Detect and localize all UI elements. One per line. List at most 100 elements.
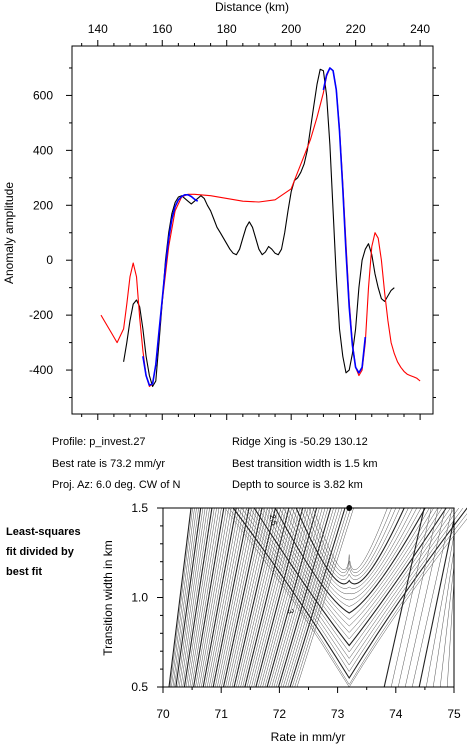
contour-line (219, 507, 258, 688)
top-y-tick-label: 200 (33, 198, 53, 212)
top-y-ticks: -400 -200 0 200 400 600 (29, 67, 439, 399)
depth-to-source-label: Depth to source is 3.82 km (232, 479, 363, 491)
model-series-line (100, 67, 421, 388)
contour-value-label: 2.5 (268, 514, 279, 527)
contour-line (199, 507, 232, 688)
contour-line (425, 534, 455, 688)
bottom-y-tick-label: 0.5 (131, 680, 148, 694)
contour-line (397, 507, 439, 688)
contour-line (171, 507, 195, 688)
contour-line (300, 507, 401, 580)
contour-line (308, 507, 392, 573)
contour-value-label: 3 (286, 608, 296, 614)
top-y-tick-label: -400 (29, 363, 53, 377)
contour-line (275, 507, 329, 688)
contour-line (228, 507, 467, 685)
top-y-tick-label: 600 (33, 88, 53, 102)
contour-line (168, 507, 192, 688)
contour-line (418, 519, 455, 688)
ridge-crossing-label: Ridge Xing is -50.29 130.12 (232, 436, 368, 448)
contour-line (236, 507, 279, 688)
top-y-tick-label: -200 (29, 308, 53, 322)
contour-line (187, 507, 217, 688)
projection-azimuth-label: Proj. Az: 6.0 deg. CW of N (52, 479, 181, 491)
contour-line (201, 507, 234, 688)
best-fit-point (346, 505, 353, 511)
top-y-tick-label: 400 (33, 143, 53, 157)
contour-line (240, 507, 284, 688)
contour-line (212, 507, 250, 688)
contour-line (296, 507, 354, 688)
contour-line (292, 507, 349, 688)
contour-line (182, 507, 210, 688)
top-x-tick-label: 140 (88, 22, 108, 36)
side-description-line: fit divided by (6, 546, 74, 558)
contour-line (287, 507, 343, 688)
contour-line (287, 507, 413, 595)
contour-line (180, 507, 208, 688)
bottom-y-tick-label: 1.5 (131, 501, 148, 515)
contour-line (411, 507, 453, 688)
contour-line (191, 507, 222, 688)
contour-line (439, 565, 455, 688)
fit-series-line (142, 194, 199, 387)
contour-line (221, 507, 260, 688)
bottom-x-tick-label: 70 (156, 707, 170, 721)
contour-line (202, 507, 237, 688)
contour-line (312, 507, 388, 570)
contour-line (169, 507, 193, 688)
contour-line (241, 507, 460, 666)
contour-line (446, 580, 455, 688)
bottom-x-tick-label: 75 (447, 707, 461, 721)
contour-line (279, 507, 422, 607)
contour-line (210, 507, 247, 688)
contour-line (217, 507, 255, 688)
contour-line (304, 507, 397, 577)
bottom-y-ticks: 0.5 1.0 1.5 (131, 501, 163, 694)
contour-line (244, 507, 290, 688)
contour-line (225, 507, 265, 688)
contour-line (260, 507, 309, 688)
bottom-x-tick-label: 71 (215, 707, 229, 721)
contour-line (215, 507, 252, 688)
contour-line (266, 507, 318, 688)
contour-line (257, 507, 306, 688)
contour-line (390, 507, 432, 688)
contour-line (174, 507, 199, 688)
contour-line (291, 507, 409, 589)
contour-line (242, 507, 287, 688)
contour-line (282, 507, 337, 688)
contour-line (251, 507, 298, 688)
contour-line (266, 507, 434, 627)
contour-line (383, 507, 425, 688)
contour-line (206, 507, 242, 688)
contour-line (195, 507, 227, 688)
contour-line (404, 507, 446, 688)
bottom-x-ticks: 70 71 72 73 74 75 (156, 687, 461, 721)
top-y-tick-label: 0 (46, 253, 53, 267)
contour-line (277, 507, 332, 688)
contour-line (183, 507, 213, 688)
top-x-tick-label: 160 (152, 22, 172, 36)
contour-line (295, 507, 405, 585)
top-x-ticks: 140 160 180 200 220 240 (81, 22, 430, 420)
contour-lines (168, 507, 467, 688)
contour-line (175, 507, 202, 688)
contour-line (432, 550, 455, 688)
top-x-tick-label: 200 (281, 22, 301, 36)
contour-line (178, 507, 206, 688)
contour-line (232, 507, 467, 680)
bottom-y-tick-label: 1.0 (131, 591, 148, 605)
contour-line (262, 507, 439, 633)
contour-line (294, 507, 352, 688)
contour-line (270, 507, 430, 620)
best-transition-width-label: Best transition width is 1.5 km (232, 458, 378, 470)
contour-line (208, 507, 245, 688)
top-x-axis-label: Distance (km) (215, 0, 289, 14)
contour-line (258, 507, 443, 640)
top-y-axis-label: Anomaly amplitude (2, 182, 16, 284)
bottom-x-tick-label: 74 (389, 707, 403, 721)
contour-line (189, 507, 220, 688)
best-rate-label: Best rate is 73.2 mm/yr (52, 458, 166, 470)
